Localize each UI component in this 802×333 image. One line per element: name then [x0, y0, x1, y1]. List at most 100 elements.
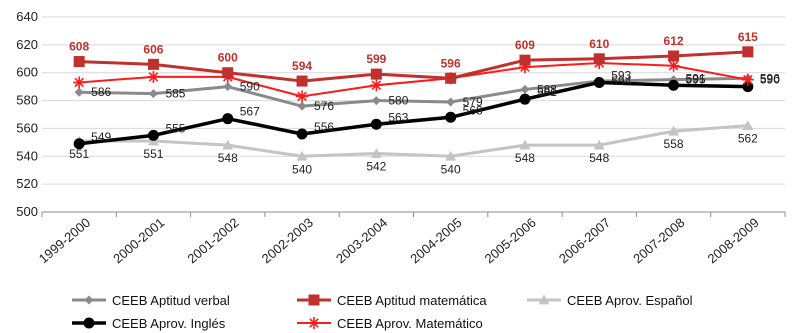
data-point	[741, 73, 754, 86]
data-label: 608	[69, 40, 89, 54]
data-label: 558	[664, 137, 684, 151]
data-label: 542	[366, 160, 386, 174]
legend-marker	[308, 294, 320, 306]
data-label: 551	[143, 147, 163, 161]
data-point	[73, 138, 85, 150]
data-label: 595	[686, 73, 706, 87]
y-tick-label: 560	[16, 120, 38, 135]
data-point	[222, 113, 234, 125]
series-line	[78, 80, 748, 146]
data-label: 549	[91, 130, 111, 144]
legend-marker	[83, 317, 95, 329]
data-point	[148, 89, 158, 99]
y-tick-label: 500	[16, 204, 38, 219]
data-label: 562	[738, 132, 758, 146]
legend-label: CEEB Aptitud verbal	[112, 293, 230, 308]
series-line	[79, 50, 748, 83]
data-label: 563	[388, 110, 408, 124]
data-point	[370, 79, 383, 92]
data-label: 615	[738, 30, 758, 44]
data-label: 610	[589, 37, 609, 51]
x-tick-label: 2007-2008	[630, 215, 687, 266]
x-tick-label: 2006-2007	[556, 215, 613, 266]
data-label: 548	[589, 151, 609, 165]
legend-label: CEEB Aptitud matemática	[337, 293, 487, 308]
data-label: 594	[292, 59, 312, 73]
legend-marker	[538, 294, 550, 305]
data-label: 581	[537, 85, 557, 99]
data-point	[742, 120, 754, 131]
data-point	[445, 72, 457, 84]
data-label: 548	[218, 151, 238, 165]
data-label: 551	[69, 147, 89, 161]
data-point	[296, 150, 308, 161]
data-point	[222, 67, 234, 79]
data-point	[371, 96, 381, 106]
data-point	[445, 150, 457, 161]
data-label: 596	[441, 56, 461, 70]
data-point	[446, 97, 456, 107]
data-point	[296, 128, 308, 140]
x-tick-label: 2003-2004	[333, 215, 390, 266]
series-line	[79, 76, 748, 108]
data-point	[370, 148, 382, 158]
x-tick-label: 2002-2003	[259, 215, 316, 266]
data-point	[668, 79, 680, 91]
y-tick-label: 620	[16, 37, 38, 52]
series-line	[79, 61, 749, 98]
data-point	[147, 70, 160, 83]
legend-entry: CEEB Aprov. Español	[527, 293, 693, 308]
data-point	[668, 50, 680, 62]
data-point	[222, 139, 234, 150]
x-tick-label: 2001-2002	[184, 215, 241, 266]
data-label: 540	[441, 162, 461, 176]
data-point	[519, 139, 531, 150]
data-label: 600	[218, 51, 238, 65]
data-point	[296, 75, 308, 87]
data-label: 579	[463, 95, 483, 109]
data-point	[519, 54, 531, 66]
legend-label: CEEB Aprov. Matemático	[337, 316, 483, 331]
data-point	[297, 101, 307, 111]
data-point	[667, 59, 680, 72]
data-label: 599	[366, 52, 386, 66]
legend-marker	[84, 295, 94, 305]
data-point	[370, 118, 382, 130]
data-point	[147, 58, 159, 70]
x-tick-label: 1999-2000	[36, 215, 93, 266]
x-tick-label: 2004-2005	[407, 215, 464, 266]
series-line	[79, 124, 748, 158]
data-label: 590	[240, 80, 260, 94]
data-point	[519, 93, 531, 105]
data-label: 609	[515, 38, 535, 52]
data-label: 585	[165, 87, 185, 101]
data-label: 576	[314, 99, 334, 113]
data-point	[742, 46, 754, 58]
data-point	[520, 84, 530, 94]
x-tick-label: 2005-2006	[482, 215, 539, 266]
data-label: 540	[292, 162, 312, 176]
data-label: 591	[686, 71, 706, 85]
x-tick-label: 2000-2001	[110, 215, 167, 266]
data-point	[593, 76, 605, 88]
data-point	[593, 139, 605, 150]
legend-entry: CEEB Aprov. Inglés	[72, 316, 226, 331]
y-tick-label: 640	[16, 9, 38, 24]
data-point	[593, 53, 605, 65]
y-tick-label: 580	[16, 93, 38, 108]
y-tick-label: 600	[16, 65, 38, 80]
x-tick-label: 2008-2009	[705, 215, 762, 266]
data-label: 590	[760, 73, 780, 87]
data-label: 568	[463, 103, 483, 117]
data-point	[73, 76, 86, 89]
data-label: 556	[314, 120, 334, 134]
data-label: 594	[611, 74, 631, 88]
data-label: 596	[760, 71, 780, 85]
data-label: 586	[91, 85, 111, 99]
data-label: 593	[611, 68, 631, 82]
data-point	[74, 87, 84, 97]
data-label: 580	[388, 94, 408, 108]
data-label: 612	[664, 34, 684, 48]
data-label: 548	[515, 151, 535, 165]
